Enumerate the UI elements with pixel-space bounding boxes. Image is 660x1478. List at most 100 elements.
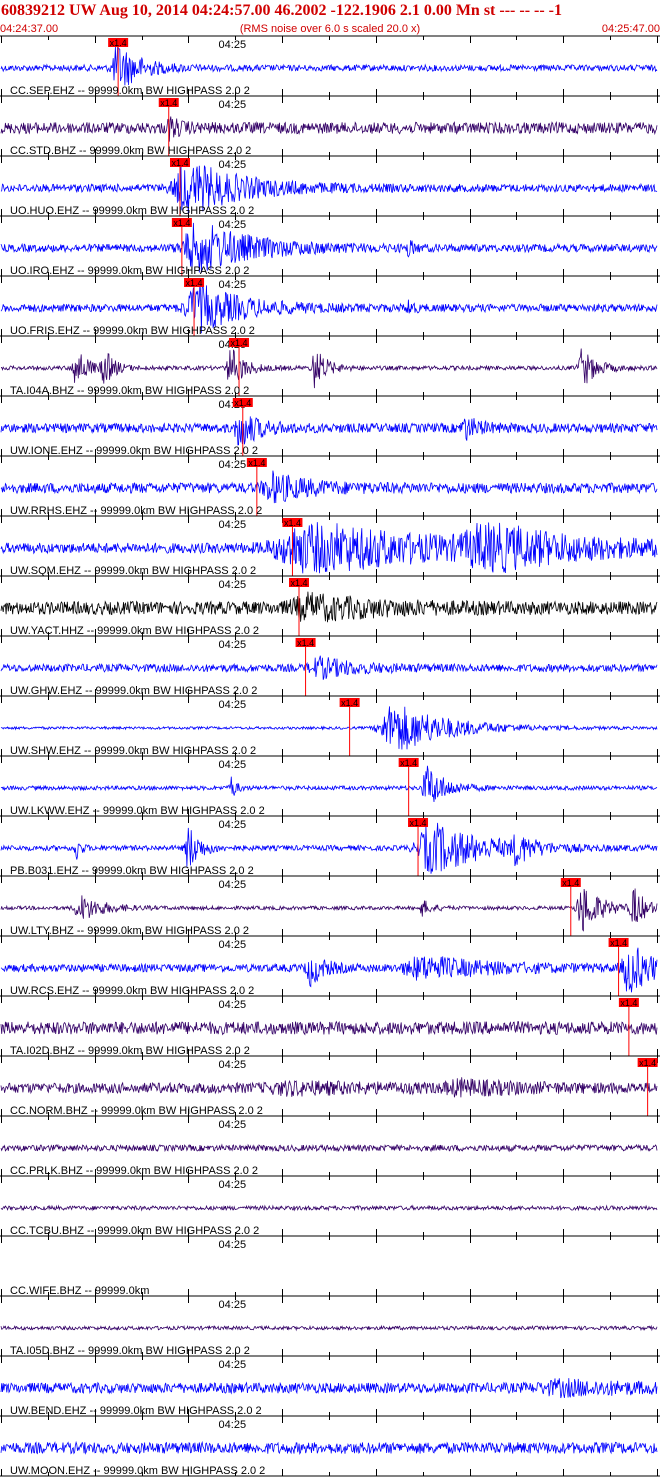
trace-panel: 04:25 x1.4 UO.FRIS.EHZ -- 99999.0km BW HIG… (0, 275, 660, 337)
station-label: TA.I04A.BHZ -- 99999.0km BW HIGHPASS 2.0… (10, 385, 249, 397)
station-label: TA.I02D.BHZ -- 99999.0km BW HIGHPASS 2.0… (10, 1045, 250, 1057)
pick-box (618, 998, 639, 1007)
minute-label: 04:25 (219, 1419, 247, 1431)
minute-label: 04:25 (219, 939, 247, 951)
waveform (0, 1143, 658, 1153)
minute-label: 04:25 (219, 579, 247, 591)
minute-label: 04:25 (219, 459, 247, 471)
trace-panel: 04:25 CC.TCBU.BHZ -- 99999.0km BW HIGHPAS… (0, 1175, 660, 1237)
station-label: UW.GHW.EHZ -- 99999.0km BW HIGHPASS 2.0 … (10, 685, 257, 697)
pick-label: x1.4 (562, 878, 579, 888)
minute-label: 04:25 (219, 39, 247, 51)
pick-box (637, 1058, 658, 1067)
trace-panel: 04:25 x1.4 UW.RCS.EHZ -- 99999.0km BW HIGH… (0, 935, 660, 997)
trace-panel: 04:25 x1.4 UO.IRO.EHZ -- 99999.0km BW HIGH… (0, 215, 660, 277)
minute-label: 04:25 (219, 159, 247, 171)
minute-label: 04:25 (219, 1239, 247, 1251)
waveform (0, 348, 658, 389)
trace-panel: 04:25 x1.4 CC.NORM.BHZ -- 99999.0km BW HIG… (0, 1055, 660, 1117)
trace-panel: 04:25 UW.MOON.EHZ -- 99999.0km BW HIGHPAS… (0, 1415, 660, 1477)
end-time: 04:25:47.00 (601, 23, 660, 35)
trace-panel: 04:25 UW.BEND.EHZ -- 99999.0km BW HIGHPAS… (0, 1355, 660, 1417)
waveform (0, 470, 658, 504)
pick-box (169, 158, 190, 167)
pick-label: x1.4 (620, 998, 637, 1008)
trace-panel: 04:25 CC.WIFE.BHZ -- 99999.0km (0, 1235, 660, 1297)
waveform (0, 416, 658, 446)
station-label: UW.RCS.EHZ -- 99999.0km BW HIGHPASS 2.0 … (10, 985, 254, 997)
pick-label: x1.4 (234, 398, 251, 408)
minute-label: 04:25 (219, 1059, 247, 1071)
waveform (0, 947, 658, 993)
pick-label: x1.4 (291, 578, 308, 588)
trace-panel: 04:25 x1.4 TA.I02D.BHZ -- 99999.0km BW HIG… (0, 995, 660, 1057)
minute-label: 04:25 (219, 279, 247, 291)
pick-label: x1.4 (284, 518, 301, 528)
pick-label: x1.4 (160, 98, 177, 108)
pick-box (229, 338, 250, 347)
waveform (0, 765, 658, 803)
trace-panel: 04:25 x1.4 UW.RRHS.EHZ -- 99999.0km BW HIG… (0, 455, 660, 517)
trace-panel: 04:25 x1.4 UW.LTY.BHZ -- 99999.0km BW HIGH… (0, 875, 660, 937)
station-label: PB.B031.EHZ -- 99999.0km BW HIGHPASS 2.0… (10, 865, 254, 877)
rms-note: (RMS noise over 6.0 s scaled 20.0 x) (239, 23, 421, 35)
station-label: UW.IONE.EHZ -- 99999.0km BW HIGHPASS 2.0… (10, 445, 258, 457)
waveform (0, 1324, 658, 1332)
start-time: 04:24:37.00 (0, 23, 59, 35)
minute-label: 04:25 (219, 1119, 247, 1131)
pick-box (282, 518, 303, 527)
waveform (0, 591, 658, 623)
pick-label: x1.4 (297, 638, 314, 648)
pick-label: x1.4 (171, 158, 188, 168)
pick-box (158, 98, 179, 107)
minute-label: 04:25 (219, 1179, 247, 1191)
waveform (0, 655, 658, 680)
trace-panel: 04:25 x1.4 PB.B031.EHZ -- 99999.0km BW HIG… (0, 815, 660, 877)
pick-box (295, 638, 316, 647)
waveform (0, 222, 658, 273)
waveform (0, 1077, 658, 1098)
trace-panel: 04:25 CC.PRLK.BHZ -- 99999.0km BW HIGHPAS… (0, 1115, 660, 1177)
pick-label: x1.4 (400, 758, 417, 768)
minute-label: 04:25 (219, 519, 247, 531)
station-label: UO.FRIS.EHZ -- 99999.0km BW HIGHPASS 2.0… (10, 325, 255, 337)
minute-label: 04:25 (219, 639, 247, 651)
minute-label: 04:25 (219, 699, 247, 711)
waveform (0, 46, 658, 86)
station-label: UW.LTY.BHZ -- 99999.0km BW HIGHPASS 2.0 … (10, 925, 249, 937)
pick-label: x1.4 (110, 38, 127, 48)
pick-box (289, 578, 310, 587)
station-label: CC.WIFE.BHZ -- 99999.0km (10, 1285, 149, 1297)
waveform (0, 1020, 658, 1036)
minute-label: 04:25 (219, 219, 247, 231)
station-label: UW.RRHS.EHZ -- 99999.0km BW HIGHPASS 2.0… (10, 505, 262, 517)
trace-panel: 04:25 x1.4 CC.SEP.EHZ -- 99999.0km BW HIGH… (0, 35, 660, 97)
station-label: UW.SHW.EHZ -- 99999.0km BW HIGHPASS 2.0 … (10, 745, 256, 757)
pick-box (246, 458, 267, 467)
minute-label: 04:25 (219, 99, 247, 111)
pick-box (560, 878, 581, 887)
event-title: 60839212 UW Aug 10, 2014 04:24:57.00 46.… (1, 2, 562, 19)
waveform (0, 706, 658, 750)
minute-label: 04:25 (219, 1299, 247, 1311)
minute-label: 04:25 (219, 999, 247, 1011)
pick-label: x1.4 (231, 338, 248, 348)
waveform (0, 1204, 658, 1212)
station-label: UW.SQM.EHZ -- 99999.0km BW HIGHPASS 2.0 … (10, 565, 256, 577)
trace-panel: 04:25 x1.4 UW.LKWW.EHZ -- 99999.0km BW HIG… (0, 755, 660, 817)
pick-label: x1.4 (173, 218, 190, 228)
station-label: UW.YACT.HHZ -- 99999.0km BW HIGHPASS 2.0… (10, 625, 259, 637)
pick-box (608, 938, 629, 947)
pick-box (398, 758, 419, 767)
minute-label: 04:25 (219, 759, 247, 771)
station-label: UW.BEND.EHZ -- 99999.0km BW HIGHPASS 2.0… (10, 1405, 262, 1417)
pick-box (408, 818, 429, 827)
waveform (0, 1440, 658, 1455)
pick-label: x1.4 (248, 458, 265, 468)
trace-panel: 04:25 x1.4 CC.STD.BHZ -- 99999.0km BW HIGH… (0, 95, 660, 157)
trace-panel: 04:25 x1.4 UW.GHW.EHZ -- 99999.0km BW HIGH… (0, 635, 660, 697)
trace-panel: 04:25 x1.4 UO.HUO.EHZ -- 99999.0km BW HIGH… (0, 155, 660, 217)
pick-label: x1.4 (410, 818, 427, 828)
